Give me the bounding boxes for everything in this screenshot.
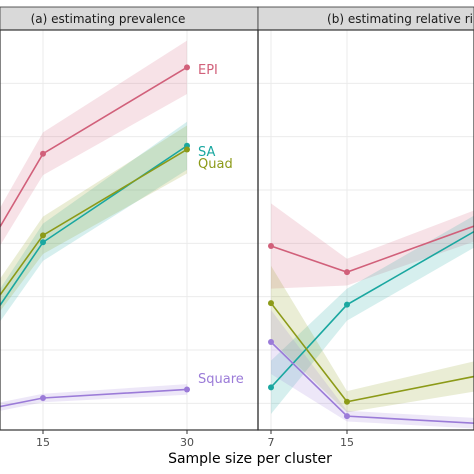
data-point-epi: [268, 243, 274, 249]
panel-a-confidence-bands: [0, 40, 187, 411]
ci-band-sa: [0, 121, 187, 322]
panel-a-background: [0, 29, 258, 430]
panel-b-border: [257, 29, 474, 431]
ci-band-quad: [271, 265, 474, 413]
data-point-sa: [40, 239, 46, 246]
x-tick-label: 15: [340, 436, 354, 449]
data-point-epi: [184, 64, 190, 71]
ci-band-quad: [0, 125, 187, 312]
data-point-quad: [184, 146, 190, 153]
data-point-sa: [268, 384, 274, 391]
series-label-square: Square: [198, 372, 244, 387]
series-label-epi: EPI: [198, 63, 218, 78]
data-point-square: [344, 413, 350, 420]
data-point-quad: [268, 300, 274, 307]
data-point-epi: [40, 150, 46, 157]
x-tick-label: 15: [36, 436, 50, 449]
panel-a-title: (a) estimating prevalence: [31, 12, 186, 26]
x-tick-label: 7: [268, 436, 275, 449]
ci-band-epi: [0, 40, 187, 246]
panel-b-series: [268, 225, 474, 425]
series-label-quad: Quad: [198, 157, 233, 172]
panel-b-confidence-bands: [271, 203, 474, 429]
data-point-epi: [344, 269, 350, 276]
x-axis-title: Sample size per cluster: [168, 451, 332, 467]
ci-band-square: [271, 310, 474, 429]
data-point-square: [184, 386, 190, 393]
data-point-square: [40, 395, 46, 401]
data-point-square: [268, 339, 274, 345]
series-label-sa: SA: [198, 145, 215, 160]
panel-b-x-axis: 7 15: [268, 430, 354, 449]
data-point-sa: [344, 301, 350, 308]
ci-band-epi: [271, 203, 474, 289]
x-tick-label: 30: [180, 436, 194, 449]
ci-band-square: [0, 384, 187, 411]
panel-a-x-axis: 15 30: [36, 430, 194, 449]
data-point-quad: [344, 398, 350, 405]
ci-band-sa: [271, 215, 474, 414]
data-point-quad: [40, 232, 46, 239]
panel-b-title: (b) estimating relative ri: [327, 12, 473, 26]
